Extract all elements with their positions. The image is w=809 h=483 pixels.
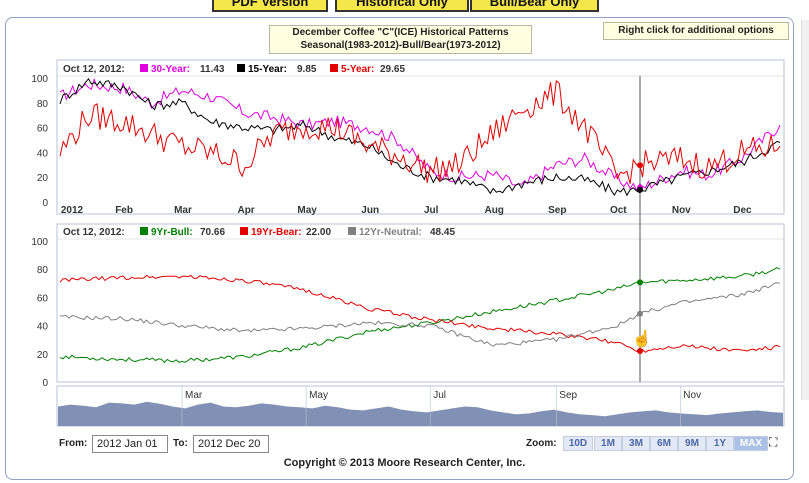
zoom-button-10d[interactable]: 10D [563, 436, 593, 451]
historical-only-button[interactable]: Historical Only [335, 0, 469, 12]
p2-legend-bear-name: 19Yr-Bear: [251, 227, 302, 238]
p1-x-tick-label: May [297, 205, 317, 216]
p1-y-tick-label: 80 [37, 99, 49, 110]
fullscreen-icon[interactable]: ⛶ [769, 435, 778, 449]
p1-x-tick-label: Jun [361, 205, 379, 216]
p2-series-line [59, 282, 781, 347]
bull-bear-only-button[interactable]: Bull/Bear Only [470, 0, 599, 12]
p1-legend-swatch-5y [330, 64, 338, 72]
zoom-button-1m[interactable]: 1M [594, 436, 622, 451]
p1-x-tick-label: Aug [484, 205, 503, 216]
zoom-button-6m[interactable]: 6M [650, 436, 678, 451]
pdf-version-button[interactable]: PDF Version [212, 0, 328, 12]
p2-legend-neutral-name: 12Yr-Neutral: [359, 227, 422, 238]
p2-y-tick-label: 0 [42, 378, 48, 389]
hand-cursor-icon: ☝ [632, 329, 652, 348]
chart-title: December Coffee "C"(ICE) Historical Patt… [269, 25, 532, 54]
zoom-button-max[interactable]: MAX [734, 436, 768, 451]
p1-legend-30y-name: 30-Year: [151, 64, 190, 75]
p1-x-tick-label: Apr [237, 205, 254, 216]
crosshair-marker [637, 186, 643, 193]
p1-legend-swatch-30y [140, 64, 148, 72]
zoom-button-3m[interactable]: 3M [622, 436, 650, 451]
p1-y-tick-label: 20 [37, 173, 49, 184]
top-button-bar: PDF Version Historical Only Bull/Bear On… [0, 0, 809, 12]
p1-x-tick-label: Mar [174, 205, 192, 216]
navigator-month-label: Mar [185, 390, 203, 401]
panel2-border [56, 223, 785, 383]
zoom-label: Zoom: [526, 438, 557, 449]
to-date-input[interactable] [193, 435, 269, 453]
navigator-month-label: Sep [559, 390, 577, 401]
crosshair-marker [637, 162, 643, 169]
p1-legend-5y-value: 29.65 [380, 64, 405, 75]
p2-series-line [59, 274, 781, 353]
p1-x-tick-label: Dec [733, 205, 752, 216]
p1-x-tick-label: Sep [548, 205, 566, 216]
p1-x-tick-label: Feb [115, 205, 133, 216]
p1-x-tick-label: Nov [672, 205, 691, 216]
p1-legend-swatch-15y [237, 64, 245, 72]
p2-legend-bull-value: 70.66 [200, 227, 225, 238]
p1-y-tick-label: 60 [37, 124, 49, 135]
p2-y-tick-label: 100 [31, 237, 48, 248]
p2-y-tick-label: 60 [37, 293, 49, 304]
to-label: To: [173, 438, 188, 449]
p1-x-tick-label: Oct [610, 205, 627, 216]
right-click-hint: Right click for additional options [603, 22, 789, 40]
p1-x-tick-label: 2012 [61, 205, 84, 216]
from-date-input[interactable] [92, 435, 168, 453]
navigator-month-label: May [309, 390, 328, 401]
chart-title-line1: December Coffee "C"(ICE) Historical Patt… [292, 27, 509, 38]
p1-series-line [59, 79, 781, 184]
zoom-button-1y[interactable]: 1Y [706, 436, 734, 451]
crosshair-marker [637, 310, 643, 317]
p2-y-tick-label: 20 [37, 350, 49, 361]
p1-legend-5y-name: 5-Year: [341, 64, 374, 75]
p1-y-tick-label: 40 [37, 148, 49, 159]
p2-y-tick-label: 40 [37, 322, 49, 333]
p1-series-line [59, 77, 781, 197]
navigator-month-label: Nov [683, 390, 701, 401]
p2-legend-swatch-bull [140, 227, 148, 235]
p1-legend-15y-value: 9.85 [297, 64, 317, 75]
p2-series-line [59, 267, 781, 364]
p2-legend-date: Oct 12, 2012: [63, 227, 125, 238]
p1-legend-date: Oct 12, 2012: [63, 64, 125, 75]
chart-title-line2: Seasonal(1983-2012)-Bull/Bear(1973-2012) [300, 40, 501, 51]
p1-series-line [59, 77, 781, 192]
p2-legend-swatch-bear [240, 227, 248, 235]
p1-y-tick-label: 0 [42, 198, 48, 209]
panel1-border [56, 59, 785, 215]
p1-legend-15y-name: 15-Year: [248, 64, 287, 75]
p2-legend-neutral-value: 48.45 [430, 227, 455, 238]
from-label: From: [59, 438, 88, 449]
crosshair-marker [637, 348, 643, 354]
p2-legend-bear-value: 22.00 [306, 227, 331, 238]
crosshair-marker [637, 279, 643, 286]
p1-legend-30y-value: 11.43 [200, 64, 225, 75]
page-scrollbar[interactable] [801, 20, 809, 400]
p1-x-tick-label: Jul [424, 205, 439, 216]
navigator-area [58, 401, 783, 426]
copyright-text: Copyright © 2013 Moore Research Center, … [283, 457, 526, 469]
p2-y-tick-label: 80 [37, 265, 49, 276]
zoom-button-9m[interactable]: 9M [678, 436, 706, 451]
p2-legend-swatch-neutral [348, 227, 356, 235]
p1-y-tick-label: 100 [31, 74, 48, 85]
navigator-month-label: Jul [433, 390, 446, 401]
p2-legend-bull-name: 9Yr-Bull: [151, 227, 193, 238]
